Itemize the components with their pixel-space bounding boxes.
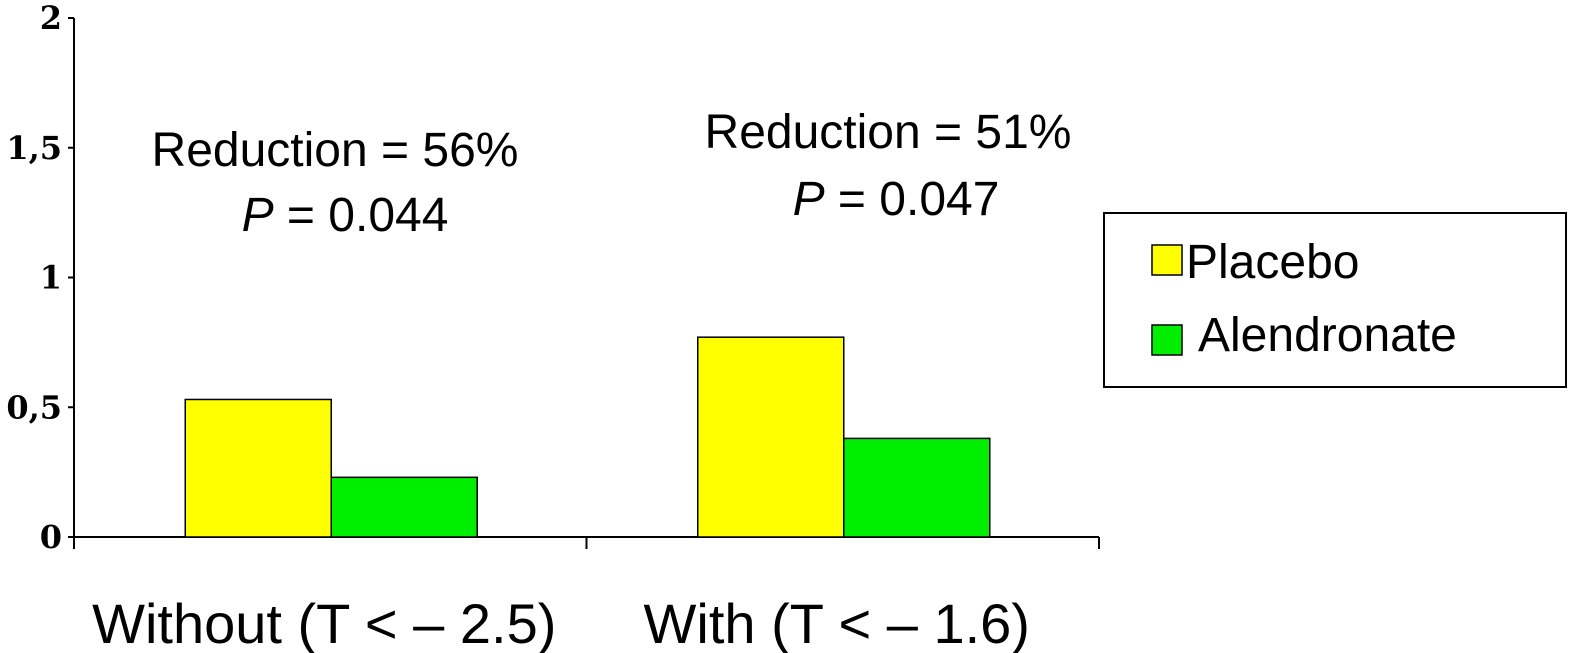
y-tick-label: 1,5: [6, 129, 62, 167]
bar-alendronate-1: [330, 476, 478, 538]
legend: Placebo Alendronate: [1103, 212, 1567, 388]
annotation-2: Reduction = 51% P = 0.047: [705, 106, 1072, 226]
x-category-label: With (T < – 1.6): [644, 592, 1030, 653]
bar-placebo-2: [697, 336, 845, 538]
x-category-labels: Without (T < – 2.5) With (T < – 1.6): [92, 592, 1030, 653]
y-tick-label: 1: [40, 259, 62, 297]
legend-box: [1103, 212, 1567, 388]
y-tick-labels: 0 0,5 1 1,5 2: [6, 0, 62, 556]
annotation-2-p-label: P: [793, 173, 825, 226]
annotation-2-reduction: Reduction = 51%: [705, 106, 1072, 159]
bar-placebo-1: [184, 398, 332, 538]
x-category-label: Without (T < – 2.5): [92, 592, 556, 653]
legend-label-alendronate: Alendronate: [1198, 309, 1457, 362]
bar-alendronate-2: [843, 437, 991, 538]
legend-swatch-alendronate: [1151, 324, 1183, 356]
y-tick-label: 2: [40, 0, 62, 37]
annotation-1-p-label: P: [242, 189, 274, 242]
legend-label-placebo: Placebo: [1186, 236, 1359, 289]
y-tick-label: 0,5: [6, 388, 62, 426]
annotation-1-p-value: P = 0.044: [242, 189, 449, 242]
annotation-1: Reduction = 56% P = 0.044: [152, 124, 519, 242]
annotation-1-p-number: = 0.044: [274, 189, 449, 242]
annotation-2-p-value: P = 0.047: [793, 173, 1000, 226]
legend-swatch-placebo: [1151, 244, 1183, 276]
bars: [184, 336, 991, 538]
y-tick-label: 0: [40, 518, 62, 556]
annotation-1-reduction: Reduction = 56%: [152, 124, 519, 177]
annotation-2-p-number: = 0.047: [825, 173, 1000, 226]
